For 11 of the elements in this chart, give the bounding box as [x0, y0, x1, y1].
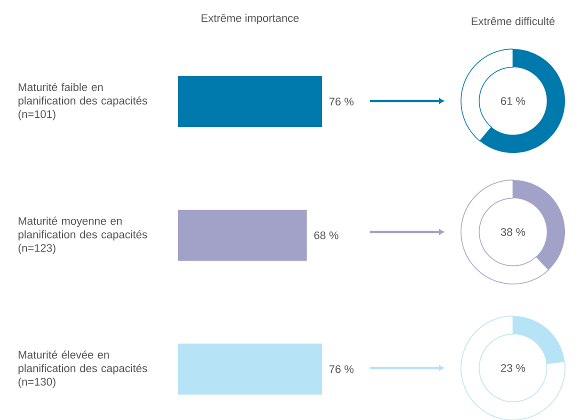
data-label: 68 % [314, 231, 338, 240]
data-label: 38 % [500, 228, 526, 236]
data-label: 61 % [501, 96, 526, 105]
data-label: 76 % [329, 97, 354, 106]
y-tick-label: Maturité faible en planification des capacités (n=101) [18, 82, 148, 120]
chart-title: Extrême importance [202, 14, 299, 24]
data-label: 23 % [501, 364, 526, 372]
y-tick-label: Maturité élevée en planification des capacités (n=130) [18, 350, 148, 388]
y-tick-label: Maturité moyenne en planification des capacités (n=123) [18, 216, 148, 254]
data-label: 76 % [329, 365, 354, 373]
chart-title: Extrême difficulté [472, 16, 555, 25]
